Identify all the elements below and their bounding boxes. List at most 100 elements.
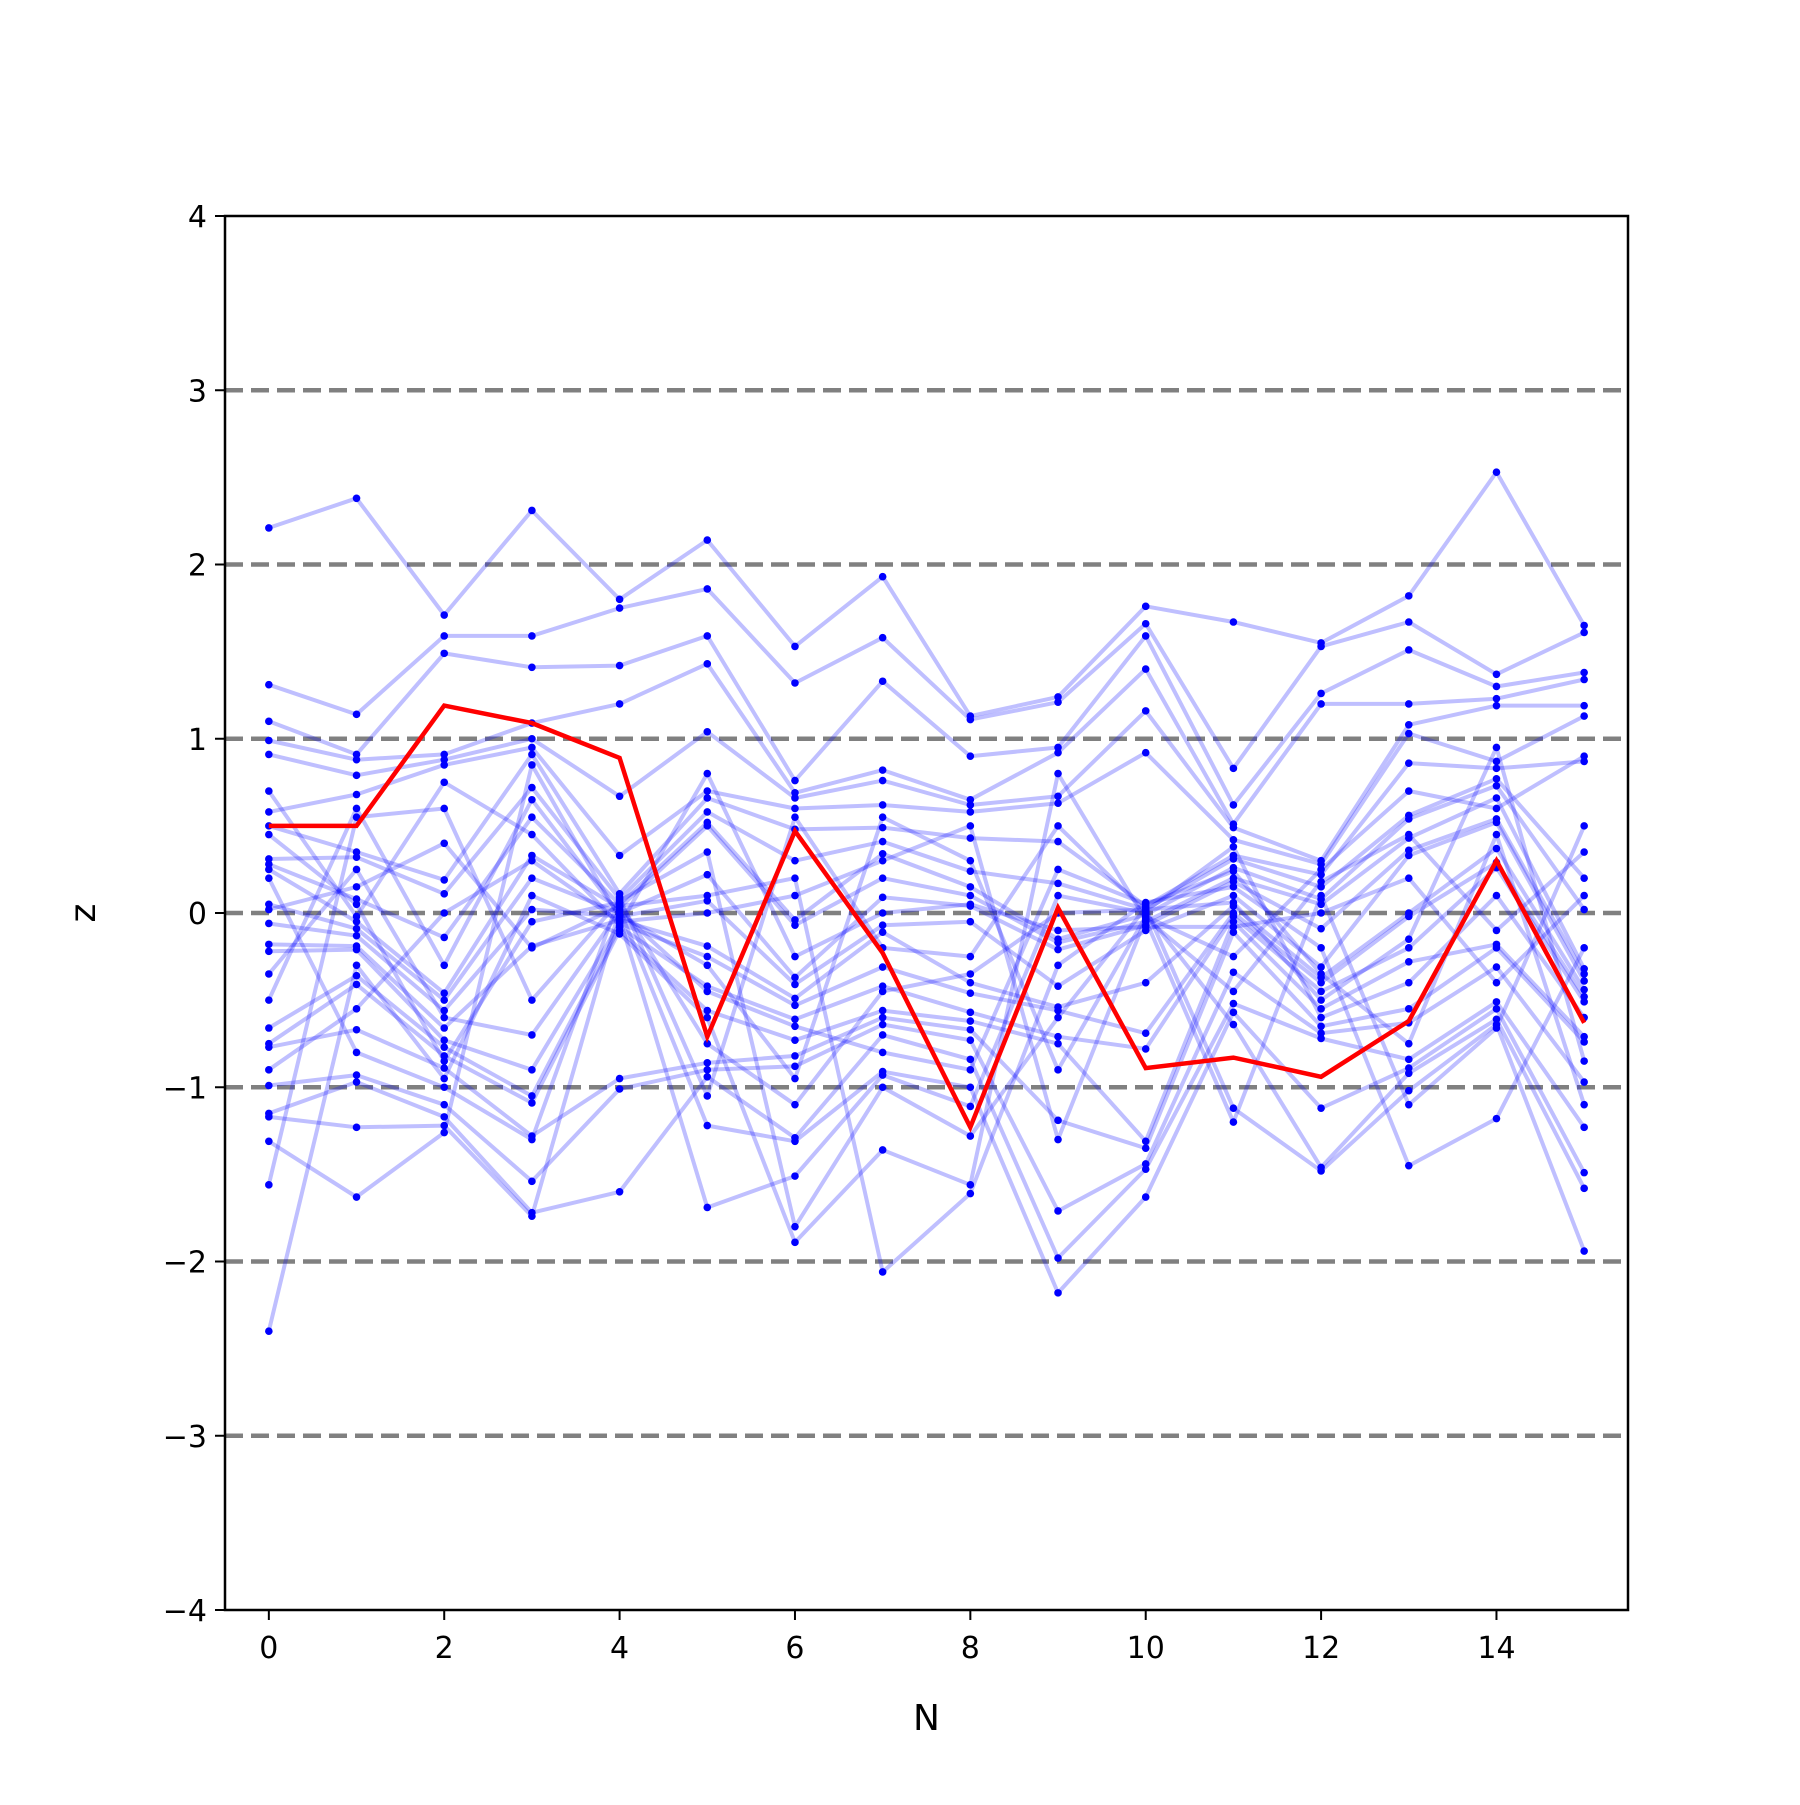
background-point-5-13 bbox=[703, 952, 712, 961]
background-point-12-1 bbox=[1317, 642, 1325, 651]
background-point-8-28 bbox=[966, 822, 975, 830]
background-point-14-27 bbox=[1492, 830, 1501, 839]
background-point-10-17 bbox=[1141, 1160, 1150, 1168]
background-point-8-16 bbox=[966, 1025, 975, 1034]
background-point-15-11 bbox=[1580, 977, 1588, 985]
background-point-4-17 bbox=[615, 1085, 624, 1093]
background-point-7-7 bbox=[878, 837, 887, 846]
background-point-11-18 bbox=[1229, 999, 1238, 1008]
background-point-1-27 bbox=[352, 865, 361, 874]
background-point-0-23 bbox=[265, 905, 273, 914]
background-point-6-24 bbox=[791, 1074, 799, 1083]
highlight-series bbox=[268, 703, 1587, 1133]
background-point-0-11 bbox=[265, 919, 273, 928]
background-point-11-11 bbox=[1229, 891, 1238, 900]
background-point-13-25 bbox=[1404, 978, 1413, 987]
background-point-8-9 bbox=[966, 891, 975, 900]
y-tick-label-4: 4 bbox=[188, 200, 207, 235]
background-series-line-12 bbox=[268, 846, 1586, 1030]
background-point-14-0 bbox=[1492, 468, 1501, 476]
background-point-4-29 bbox=[615, 898, 624, 907]
background-point-13-20 bbox=[1404, 1069, 1413, 1078]
background-point-9-11 bbox=[1054, 982, 1062, 990]
background-point-12-7 bbox=[1317, 883, 1325, 891]
background-point-15-28 bbox=[1580, 848, 1588, 856]
background-point-8-13 bbox=[966, 989, 975, 997]
background-point-13-18 bbox=[1404, 1055, 1413, 1064]
background-point-7-14 bbox=[878, 982, 887, 990]
background-point-2-14 bbox=[440, 1043, 449, 1051]
background-point-6-2 bbox=[791, 776, 799, 785]
background-point-11-16 bbox=[1229, 928, 1238, 936]
background-point-3-24 bbox=[528, 795, 536, 804]
background-point-0-29 bbox=[265, 830, 273, 839]
x-axis-ticks: 0 2 4 6 8 10 12 14 bbox=[259, 1610, 1516, 1666]
background-point-5-7 bbox=[703, 808, 712, 816]
background-point-12-5 bbox=[1317, 860, 1325, 869]
background-point-6-15 bbox=[791, 1036, 799, 1045]
background-point-5-21 bbox=[703, 848, 712, 856]
background-point-6-14 bbox=[791, 1015, 799, 1024]
background-point-14-5 bbox=[1492, 757, 1501, 766]
background-point-5-4 bbox=[703, 727, 712, 736]
background-point-0-5 bbox=[265, 808, 273, 816]
background-point-11-2 bbox=[1229, 801, 1238, 809]
background-point-7-18 bbox=[878, 1031, 887, 1039]
background-point-7-5 bbox=[878, 801, 887, 809]
background-series-line-17 bbox=[268, 965, 1586, 1213]
background-series-line-9 bbox=[267, 796, 1586, 996]
background-point-8-5 bbox=[966, 808, 975, 816]
background-point-1-28 bbox=[352, 1005, 361, 1013]
background-point-6-3 bbox=[791, 788, 799, 797]
background-point-8-17 bbox=[966, 1036, 975, 1045]
background-point-13-24 bbox=[1404, 787, 1413, 795]
background-point-8-26 bbox=[966, 900, 975, 909]
background-point-15-19 bbox=[1580, 1168, 1588, 1177]
background-point-13-29 bbox=[1404, 935, 1413, 943]
background-series-line-23 bbox=[268, 841, 1586, 1274]
background-point-3-7 bbox=[528, 783, 536, 792]
background-point-7-21 bbox=[878, 1083, 887, 1092]
background-point-9-21 bbox=[1054, 1013, 1062, 1022]
background-point-10-0 bbox=[1141, 602, 1150, 611]
background-point-0-20 bbox=[265, 1137, 273, 1146]
background-point-0-3 bbox=[265, 736, 273, 745]
background-point-2-24 bbox=[440, 961, 449, 970]
background-point-2-28 bbox=[440, 909, 449, 917]
background-point-9-10 bbox=[1054, 945, 1062, 954]
background-point-15-6 bbox=[1580, 757, 1588, 766]
background-point-6-13 bbox=[791, 1001, 799, 1010]
background-point-6-19 bbox=[791, 1137, 799, 1146]
background-point-2-10 bbox=[440, 996, 449, 1004]
background-series-line-0 bbox=[268, 470, 1586, 719]
background-point-8-27 bbox=[966, 1066, 975, 1074]
background-point-11-7 bbox=[1229, 855, 1238, 863]
background-point-0-9 bbox=[265, 865, 273, 874]
background-point-13-26 bbox=[1404, 874, 1413, 882]
background-point-10-15 bbox=[1141, 1137, 1150, 1146]
background-point-15-15 bbox=[1580, 1032, 1588, 1041]
background-point-1-23 bbox=[352, 883, 361, 891]
background-point-6-27 bbox=[791, 1022, 799, 1031]
background-point-8-8 bbox=[966, 883, 975, 891]
background-point-10-18 bbox=[1141, 1165, 1150, 1173]
background-point-4-2 bbox=[615, 661, 624, 670]
background-series-line-8 bbox=[268, 783, 1586, 942]
background-point-1-8 bbox=[352, 895, 361, 903]
background-point-1-1 bbox=[352, 710, 361, 719]
x-tick-label-10: 10 bbox=[1127, 1631, 1165, 1666]
background-point-3-14 bbox=[528, 1092, 536, 1100]
background-point-12-13 bbox=[1317, 978, 1325, 987]
background-point-2-17 bbox=[440, 1100, 449, 1109]
background-point-0-1 bbox=[265, 680, 273, 689]
background-point-5-2 bbox=[703, 632, 712, 640]
background-point-3-4 bbox=[528, 734, 536, 743]
background-point-15-27 bbox=[1580, 1100, 1588, 1109]
background-point-3-23 bbox=[528, 944, 536, 952]
background-point-2-21 bbox=[440, 804, 449, 813]
background-point-2-4 bbox=[440, 755, 449, 764]
background-series-line-20 bbox=[267, 762, 1586, 1210]
background-point-15-22 bbox=[1580, 822, 1588, 830]
